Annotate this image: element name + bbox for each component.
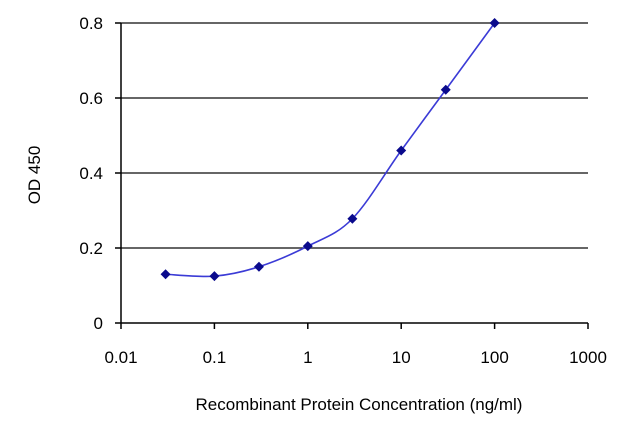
tick-labels: 0 0.2 0.4 0.6 0.8 0.01 0.1 1 10 100 1000: [79, 14, 607, 367]
data-point-7: [489, 18, 500, 28]
x-tick-label-0: 0.01: [104, 348, 137, 367]
data-point-1: [209, 271, 220, 282]
x-tick-label-1: 0.1: [203, 348, 227, 367]
x-tick-label-5: 1000: [569, 348, 607, 367]
y-axis-title: OD 450: [25, 146, 44, 205]
gridlines: [121, 22, 588, 249]
y-tick-label-3: 0.6: [79, 89, 103, 108]
data-point-5: [396, 145, 407, 156]
x-tick-label-4: 100: [480, 348, 508, 367]
y-tick-label-2: 0.4: [79, 164, 103, 183]
y-tick-label-1: 0.2: [79, 239, 103, 258]
y-tick-label-4: 0.8: [79, 14, 103, 33]
data-point-3: [302, 241, 313, 252]
data-point-6: [440, 84, 451, 95]
tick-marks: [115, 22, 589, 329]
y-tick-label-0: 0: [94, 314, 103, 333]
data-point-4: [347, 213, 358, 224]
data-series: [160, 18, 500, 282]
x-axis-title: Recombinant Protein Concentration (ng/ml…: [196, 395, 523, 414]
data-point-2: [253, 261, 264, 272]
x-tick-label-2: 1: [303, 348, 312, 367]
x-tick-label-3: 10: [392, 348, 411, 367]
data-point-0: [160, 269, 171, 280]
series-line-0: [165, 22, 496, 278]
